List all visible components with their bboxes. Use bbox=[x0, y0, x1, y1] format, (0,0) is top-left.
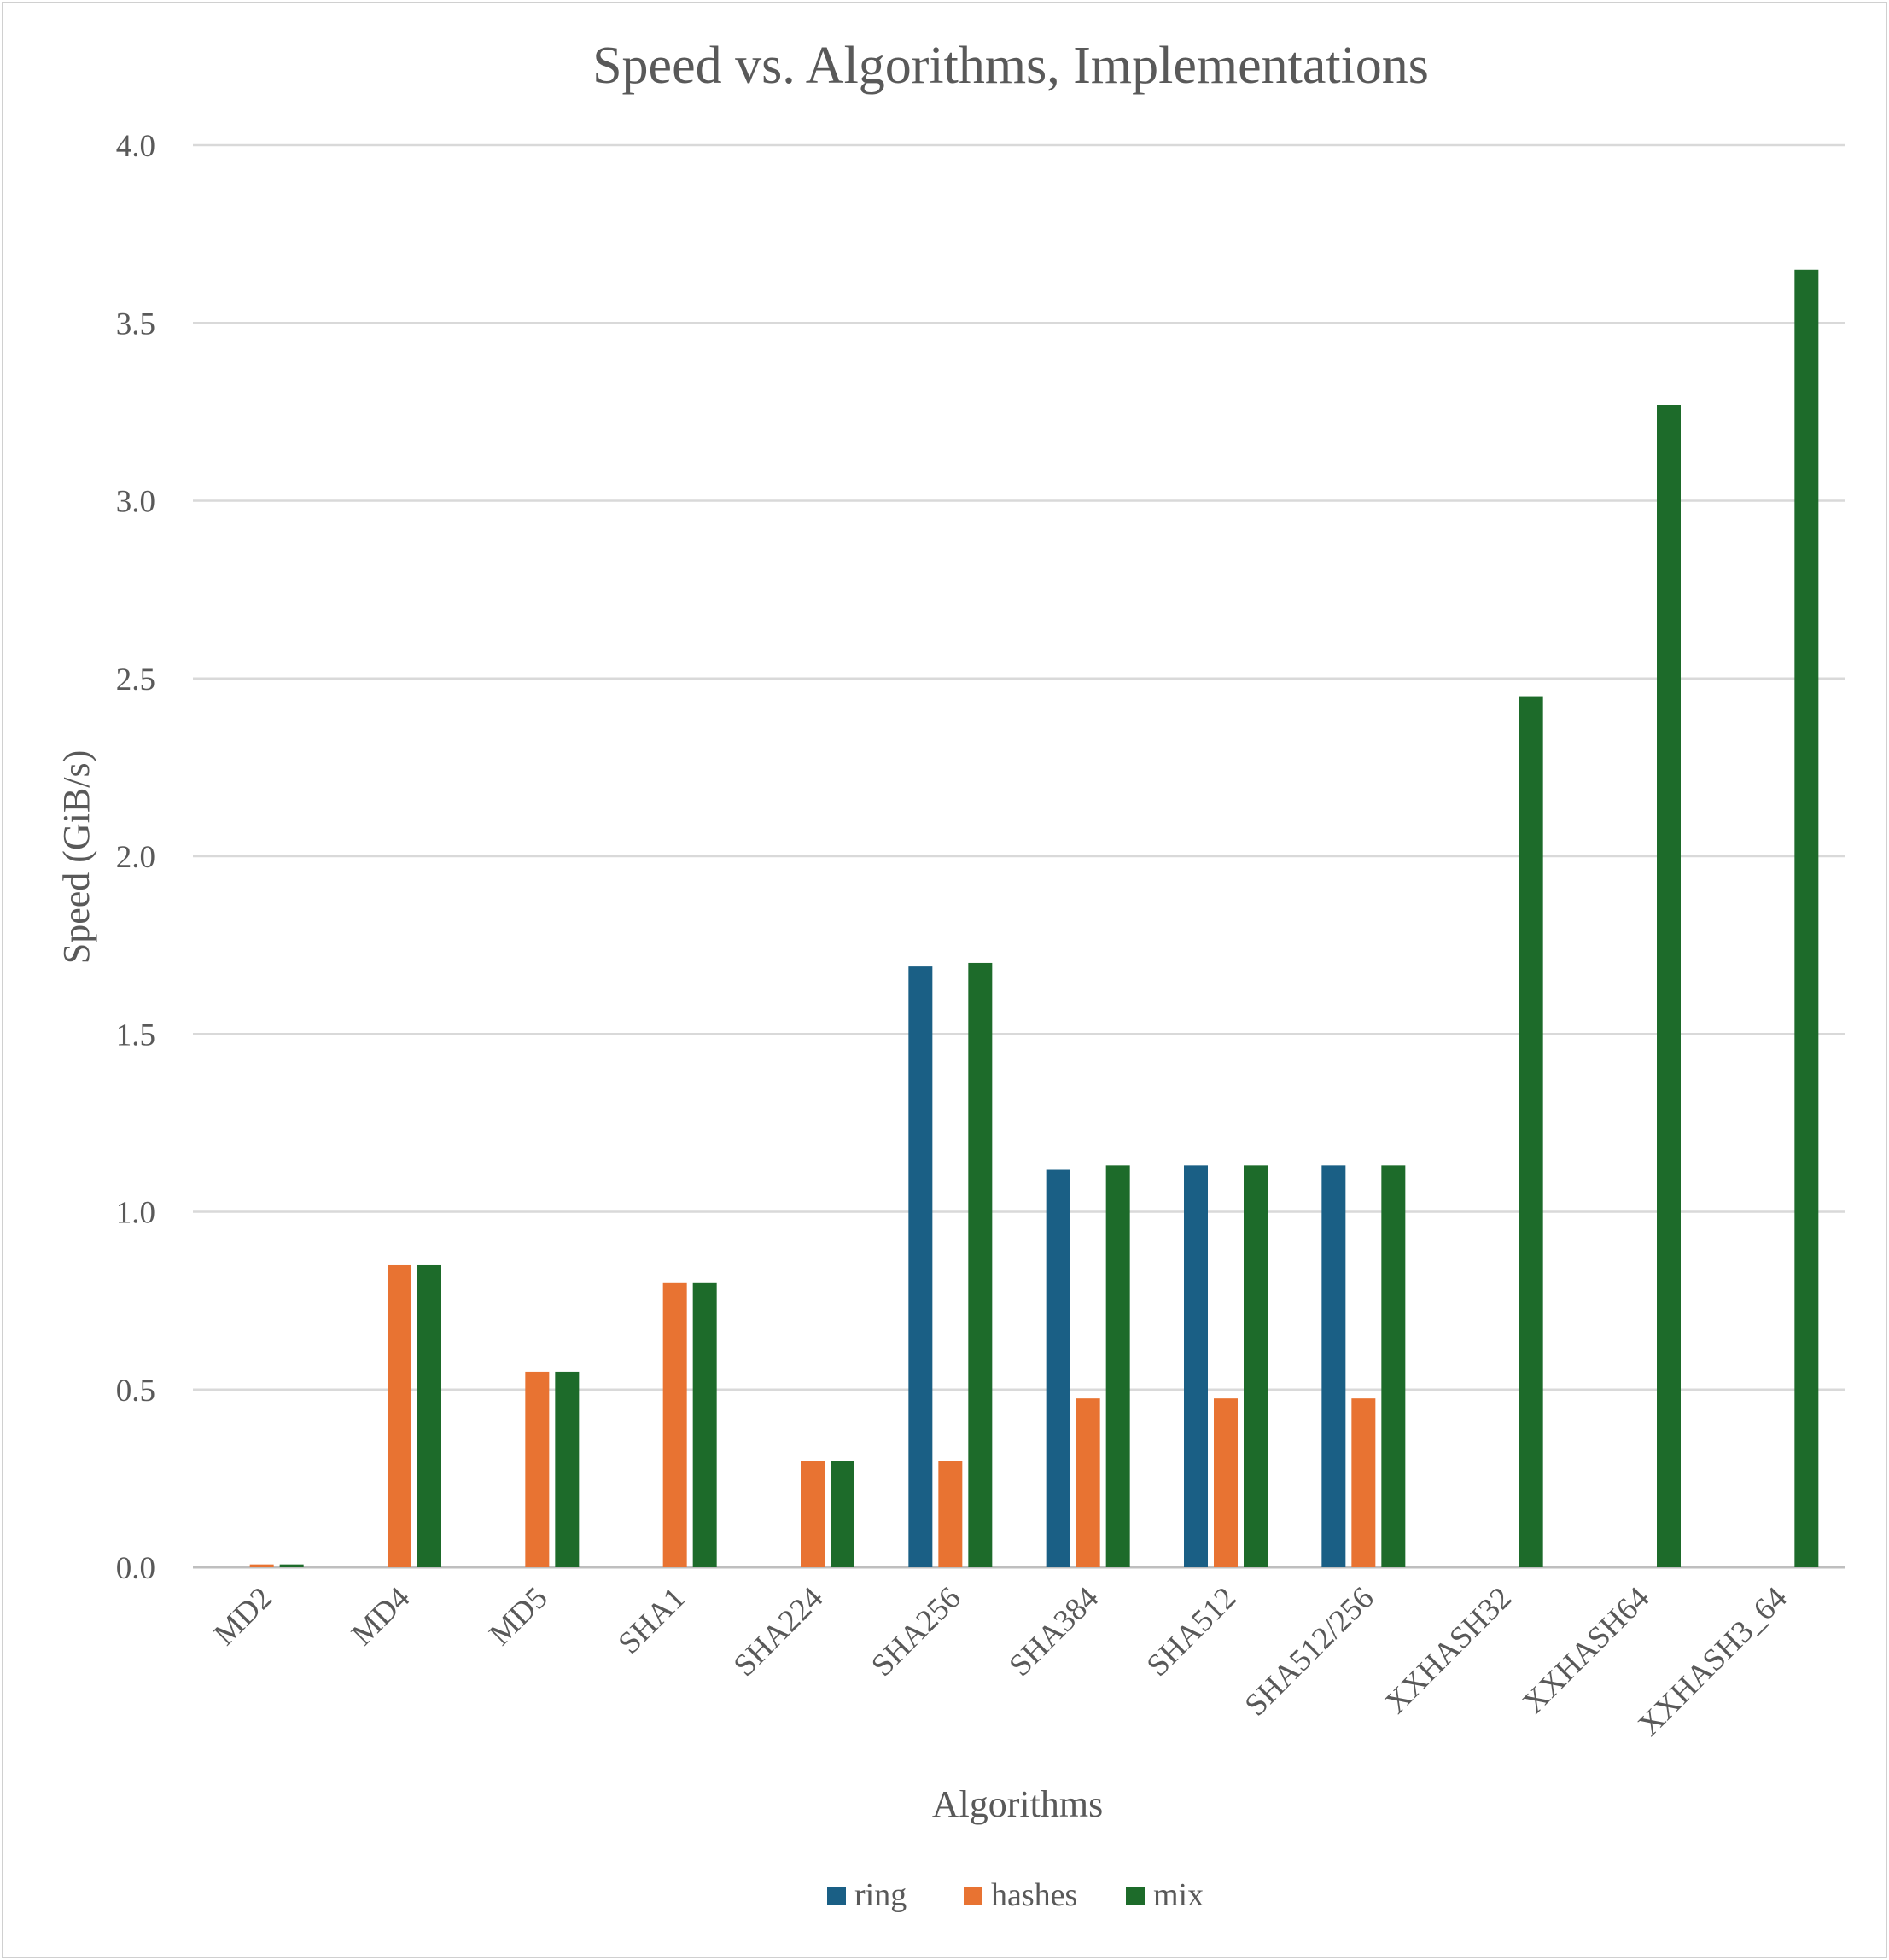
bar-hashes-md4 bbox=[388, 1264, 411, 1567]
y-tick-label: 3.0 bbox=[116, 485, 155, 520]
y-tick-label: 0.0 bbox=[116, 1551, 155, 1586]
bar-hashes-sha256 bbox=[938, 1461, 963, 1567]
bar-hashes-sha512-256 bbox=[1351, 1398, 1376, 1567]
bar-hashes-md2 bbox=[249, 1564, 274, 1567]
chart-title: Speed vs. Algorithms, Implementations bbox=[592, 37, 1429, 95]
x-axis-title: Algorithms bbox=[932, 1783, 1103, 1825]
bar-mix-sha512 bbox=[1244, 1165, 1268, 1567]
x-tick-labels: MD2 MD4 MD5 SHA1 SHA224 SHA256 SHA384 SHA512SHA… bbox=[207, 1580, 1794, 1742]
y-tick-label: 1.5 bbox=[116, 1018, 155, 1053]
x-tick-label: MD5 bbox=[482, 1580, 554, 1652]
bar-mix-sha512-256 bbox=[1381, 1165, 1406, 1567]
bars bbox=[249, 269, 1819, 1567]
bar-hashes-md5 bbox=[525, 1371, 550, 1567]
legend-label-mix: mix bbox=[1153, 1877, 1204, 1913]
x-tick-label: SHA256 bbox=[865, 1580, 968, 1683]
bar-mix-md2 bbox=[279, 1564, 304, 1567]
x-tick-label: XXHASH32 bbox=[1379, 1580, 1519, 1720]
bar-mix-sha1 bbox=[692, 1282, 717, 1567]
bar-mix-xxhash32 bbox=[1519, 696, 1543, 1567]
bar-ring-sha256 bbox=[908, 966, 933, 1567]
y-tick-label: 4.0 bbox=[116, 129, 155, 164]
bar-ring-sha512-256 bbox=[1321, 1165, 1346, 1567]
bar-mix-md4 bbox=[417, 1264, 441, 1567]
bar-hashes-sha384 bbox=[1076, 1398, 1100, 1567]
y-tick-label: 1.0 bbox=[116, 1196, 155, 1231]
legend-label-ring: ring bbox=[854, 1877, 907, 1913]
x-tick-label: MD2 bbox=[207, 1580, 279, 1652]
legend-swatch-mix bbox=[1126, 1887, 1145, 1905]
legend-swatch-hashes bbox=[964, 1887, 982, 1905]
gridlines: 0.0 0.5 1.0 1.5 2.0 2.5 3.0 3.5 4.0 bbox=[116, 129, 1845, 1586]
legend-swatch-ring bbox=[827, 1887, 846, 1905]
x-tick-label: MD4 bbox=[345, 1580, 417, 1652]
y-tick-label: 2.5 bbox=[116, 662, 155, 697]
legend-label-hashes: hashes bbox=[991, 1877, 1077, 1913]
x-tick-label: SHA224 bbox=[727, 1580, 831, 1683]
bar-chart: Speed vs. Algorithms, Implementations Sp… bbox=[55, 37, 1845, 1913]
x-tick-label: SHA384 bbox=[1002, 1580, 1105, 1683]
bar-hashes-sha512 bbox=[1214, 1398, 1238, 1567]
x-tick-label: XXHASH64 bbox=[1516, 1580, 1656, 1720]
y-tick-label: 3.5 bbox=[116, 306, 155, 341]
bar-mix-md5 bbox=[555, 1371, 580, 1567]
bar-ring-sha384 bbox=[1046, 1169, 1070, 1567]
x-tick-label: SHA1 bbox=[612, 1580, 692, 1660]
bar-mix-sha224 bbox=[831, 1461, 854, 1567]
x-tick-label: SHA512 bbox=[1140, 1580, 1244, 1683]
bar-hashes-sha224 bbox=[801, 1461, 825, 1567]
y-axis-title: Speed (GiB/s) bbox=[55, 750, 97, 965]
bar-mix-xxhash64 bbox=[1657, 405, 1681, 1567]
bar-mix-sha384 bbox=[1105, 1165, 1130, 1567]
legend: ring hashes mix bbox=[827, 1877, 1204, 1913]
y-tick-label: 2.0 bbox=[116, 840, 155, 875]
bar-hashes-sha1 bbox=[662, 1282, 687, 1567]
y-tick-label: 0.5 bbox=[116, 1374, 155, 1409]
bar-mix-xxhash3-64 bbox=[1794, 269, 1819, 1567]
bar-ring-sha512 bbox=[1184, 1165, 1208, 1567]
x-tick-label: SHA512/256 bbox=[1239, 1580, 1381, 1723]
bar-mix-sha256 bbox=[968, 962, 993, 1567]
